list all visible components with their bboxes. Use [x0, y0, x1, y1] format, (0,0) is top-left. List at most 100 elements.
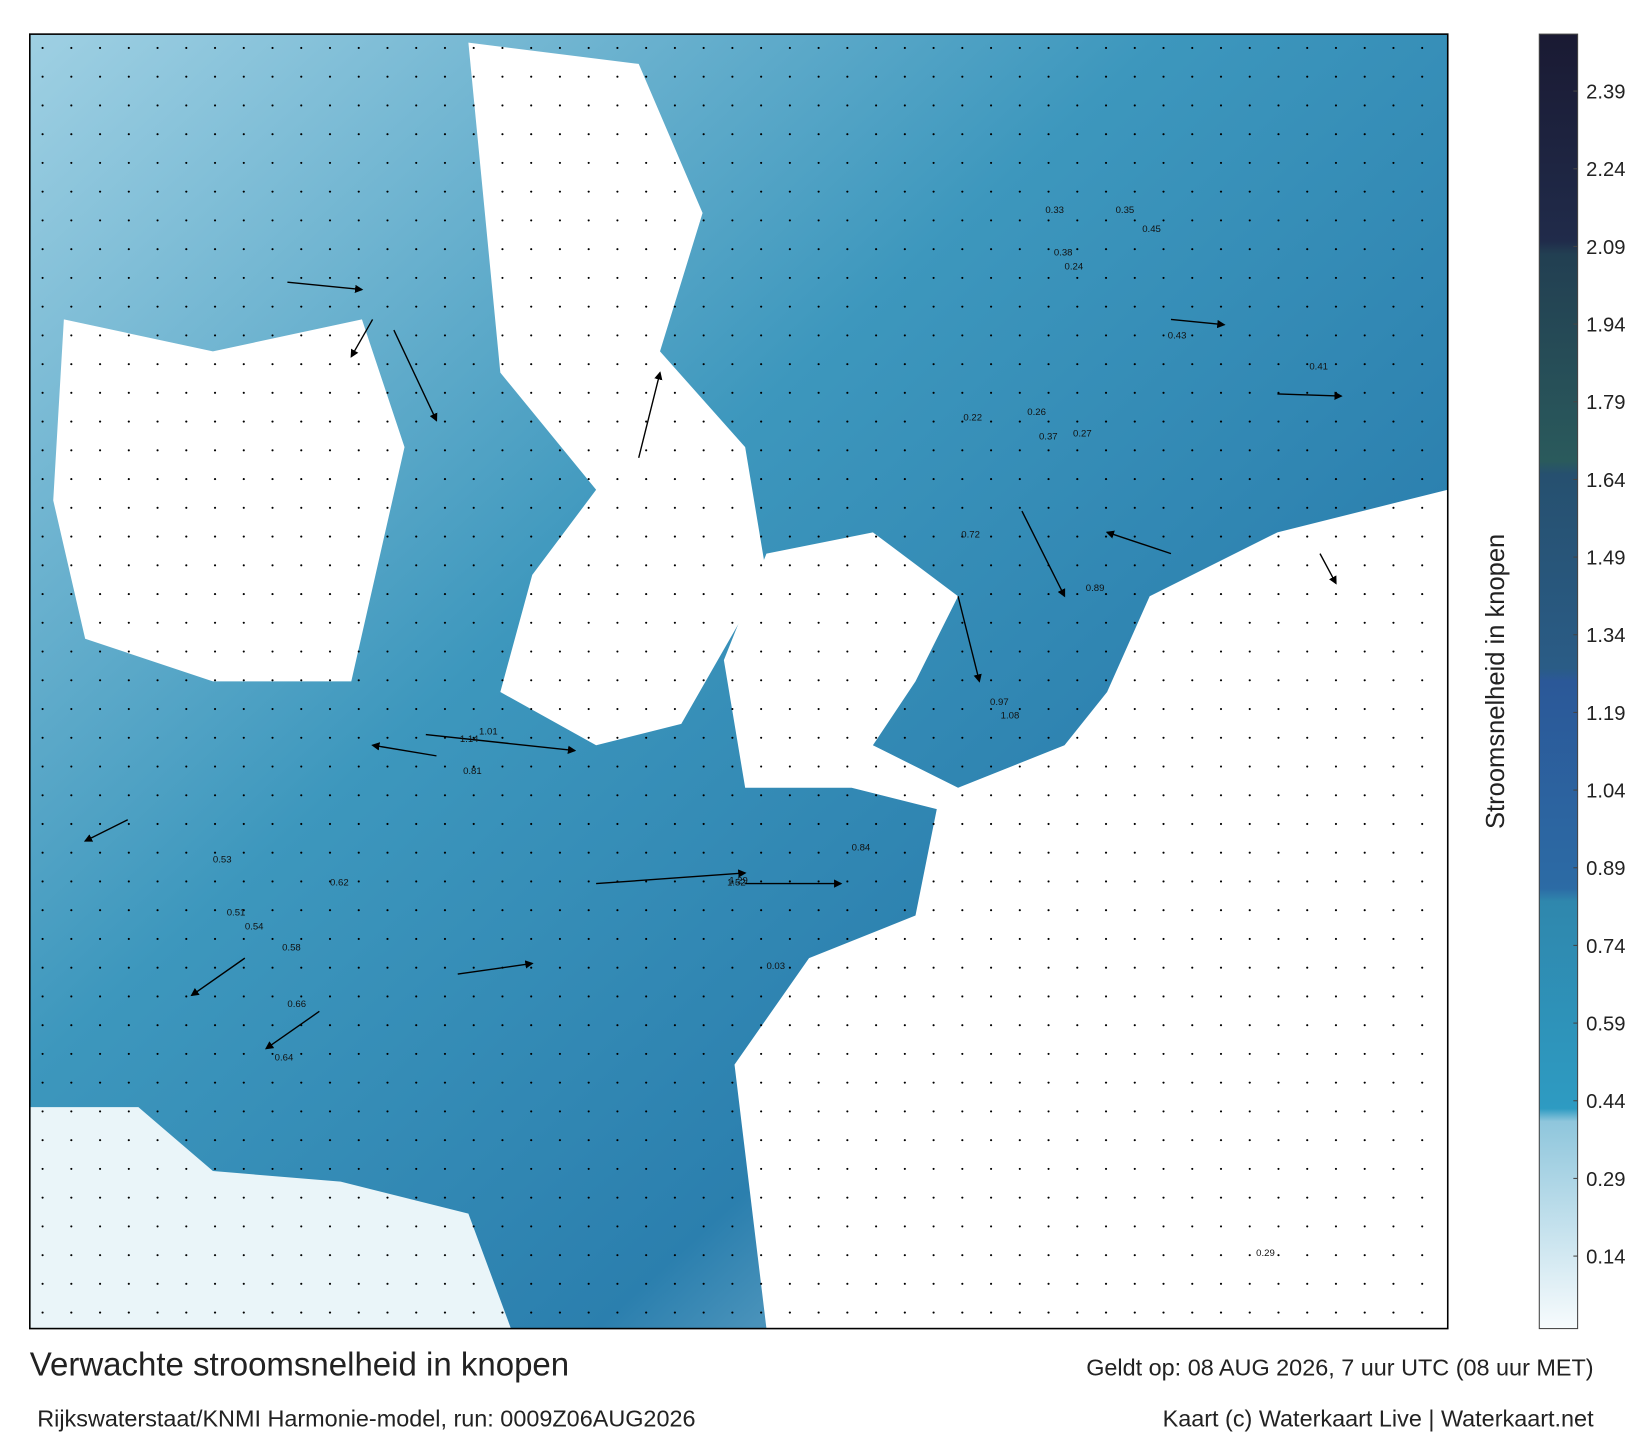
grid-dot — [1306, 1225, 1309, 1228]
grid-dot — [1018, 305, 1021, 308]
grid-dot — [645, 966, 648, 969]
grid-dot — [788, 1052, 791, 1055]
grid-dot — [875, 391, 878, 394]
grid-dot — [1392, 593, 1395, 596]
grid-dot — [1047, 190, 1050, 193]
grid-dot — [731, 506, 734, 509]
grid-dot — [530, 564, 533, 567]
grid-dot — [903, 1311, 906, 1314]
grid-dot — [156, 794, 159, 797]
grid-dot — [961, 1052, 964, 1055]
grid-dot — [788, 880, 791, 883]
grid-dot — [760, 650, 763, 653]
grid-dot — [1306, 909, 1309, 912]
grid-dot — [357, 1081, 360, 1084]
grid-dot — [673, 1254, 676, 1257]
grid-dot — [932, 305, 935, 308]
grid-dot — [903, 1167, 906, 1170]
grid-dot — [1392, 219, 1395, 222]
grid-dot — [1047, 133, 1050, 136]
grid-dot — [875, 75, 878, 78]
grid-dot — [70, 1282, 73, 1285]
grid-dot — [587, 104, 590, 107]
grid-dot — [70, 276, 73, 279]
grid-dot — [760, 966, 763, 969]
grid-dot — [1334, 794, 1338, 797]
grid-dot — [99, 219, 102, 222]
grid-dot — [817, 966, 820, 969]
grid-dot — [788, 46, 791, 50]
grid-dot — [587, 75, 590, 78]
grid-dot — [1334, 650, 1338, 653]
grid-dot — [875, 478, 878, 481]
grid-dot — [990, 966, 993, 969]
grid-dot — [1392, 621, 1395, 624]
grid-dot — [357, 679, 360, 682]
grid-dot — [415, 822, 418, 826]
grid-dot — [1248, 1052, 1251, 1055]
grid-dot — [41, 707, 44, 711]
grid-dot — [1277, 1081, 1280, 1084]
grid-dot — [1421, 391, 1424, 394]
grid-dot — [673, 535, 676, 538]
grid-dot — [1306, 1254, 1309, 1257]
grid-dot — [70, 621, 73, 624]
grid-dot — [1248, 1110, 1251, 1113]
grid-dot — [415, 966, 418, 969]
grid-dot — [673, 794, 676, 797]
grid-dot — [1219, 1225, 1223, 1228]
grid-dot — [961, 334, 964, 337]
grid-dot — [558, 1225, 561, 1228]
grid-dot — [1219, 161, 1223, 164]
grid-dot — [472, 621, 475, 624]
grid-dot — [70, 133, 73, 136]
grid-dot — [1306, 1282, 1309, 1285]
grid-dot — [443, 478, 447, 481]
grid-dot — [817, 1167, 820, 1170]
grid-dot — [990, 1311, 993, 1314]
grid-dot — [443, 794, 447, 797]
grid-dot — [472, 46, 475, 50]
grid-dot — [1306, 1024, 1309, 1027]
grid-dot — [616, 248, 619, 251]
grid-dot — [472, 593, 475, 596]
grid-dot — [213, 765, 217, 768]
grid-dot — [846, 276, 849, 279]
grid-dot — [731, 909, 734, 912]
grid-dot — [587, 966, 590, 969]
grid-dot — [1219, 851, 1223, 854]
grid-dot — [702, 794, 705, 797]
grid-dot — [127, 276, 130, 279]
grid-dot — [530, 679, 533, 682]
grid-dot — [817, 1311, 820, 1314]
grid-dot — [472, 1282, 475, 1285]
grid-dot — [386, 391, 389, 394]
grid-dot — [242, 506, 245, 509]
grid-dot — [731, 1254, 734, 1257]
grid-dot — [501, 909, 504, 912]
grid-dot — [1421, 822, 1424, 826]
grid-dot — [760, 391, 763, 394]
grid-dot — [990, 564, 993, 567]
grid-dot — [357, 219, 360, 222]
grid-dot — [1076, 621, 1079, 624]
grid-dot — [501, 219, 504, 222]
grid-dot — [760, 420, 763, 423]
grid-dot — [1191, 1024, 1194, 1027]
colorbar-tick-label: 0.44 — [1586, 1091, 1625, 1113]
grid-dot — [415, 449, 418, 452]
grid-dot — [1047, 75, 1050, 78]
grid-dot — [702, 219, 705, 222]
grid-dot — [127, 822, 130, 826]
grid-dot — [1277, 1024, 1280, 1027]
grid-dot — [271, 909, 274, 912]
grid-dot — [472, 794, 475, 797]
grid-dot — [990, 995, 993, 998]
grid-dot — [990, 1024, 993, 1027]
grid-dot — [760, 1225, 763, 1228]
grid-dot — [990, 449, 993, 452]
grid-dot — [242, 420, 245, 423]
grid-dot — [1018, 822, 1021, 826]
grid-dot — [70, 420, 73, 423]
grid-dot — [530, 909, 533, 912]
